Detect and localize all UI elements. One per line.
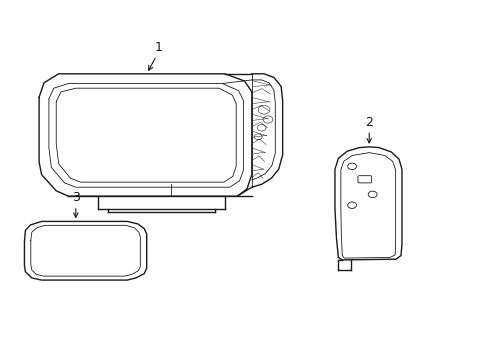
Text: 3: 3: [72, 191, 80, 204]
Text: 2: 2: [365, 116, 372, 129]
Text: 1: 1: [155, 41, 163, 54]
